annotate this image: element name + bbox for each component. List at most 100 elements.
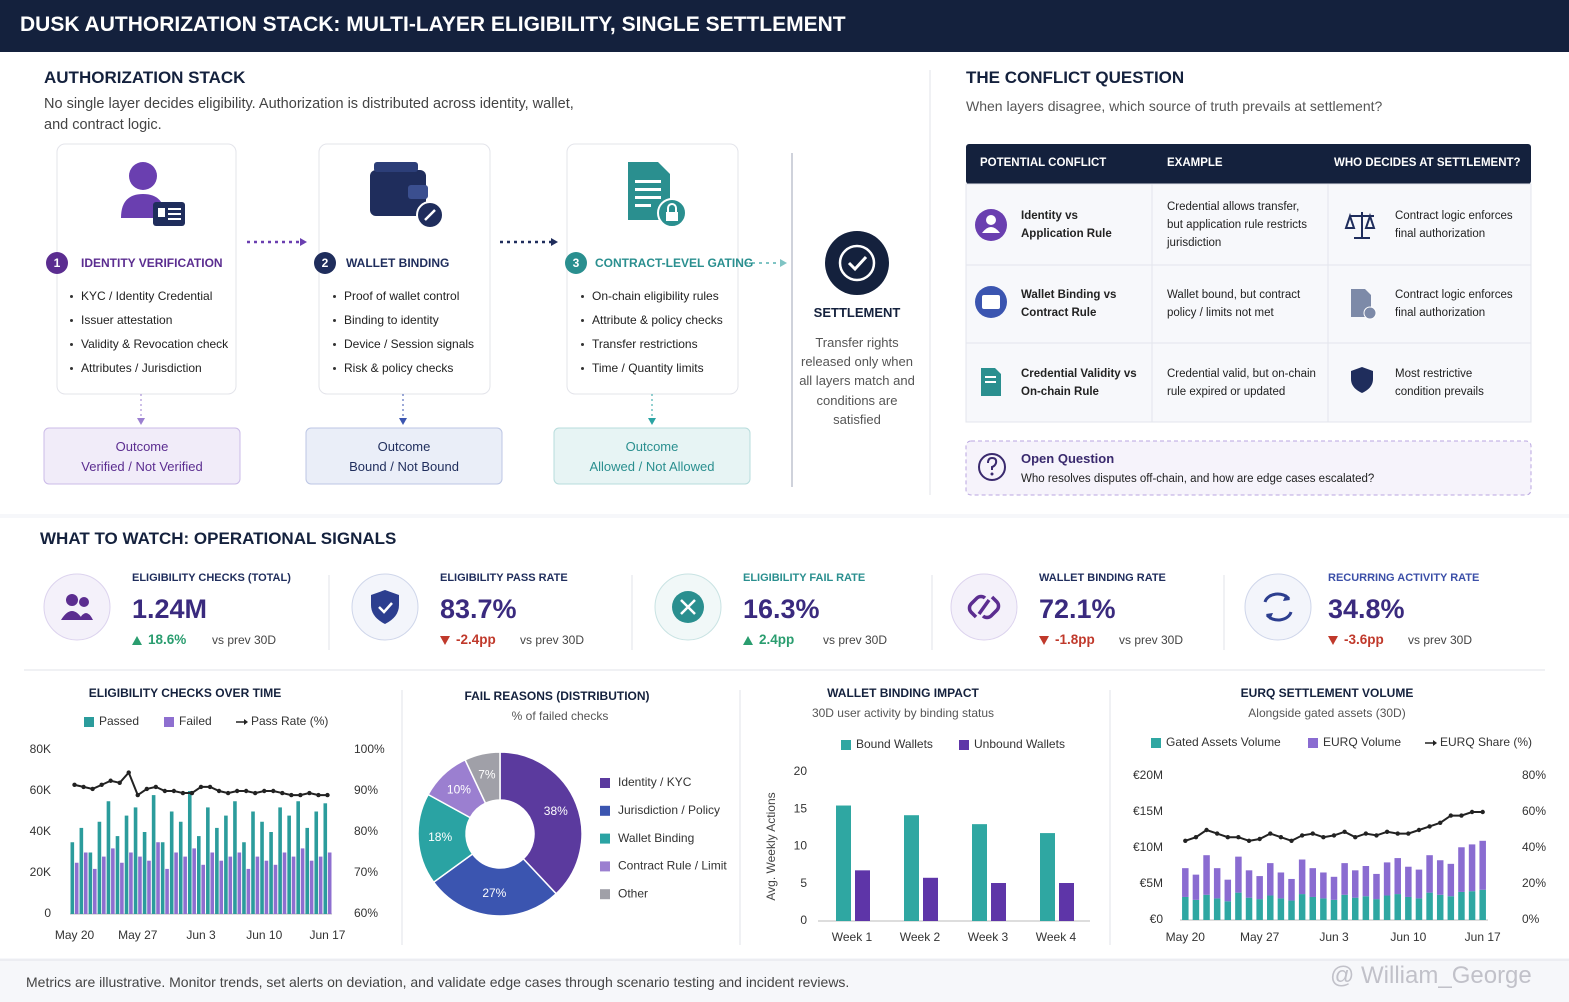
point <box>108 778 113 783</box>
step-item: Device / Session signals <box>333 337 474 351</box>
bar <box>291 856 296 914</box>
row-icon <box>985 376 996 378</box>
bar <box>1479 840 1486 890</box>
outcome: Allowed / Not Allowed <box>589 459 715 474</box>
question-icon <box>990 472 994 476</box>
bar <box>278 807 282 914</box>
bar <box>183 856 187 914</box>
point <box>1353 835 1358 840</box>
pie-slice <box>464 751 501 805</box>
point <box>225 790 231 796</box>
kpi-icon <box>950 573 1018 641</box>
x-tick-label: Week 4 <box>1036 930 1077 944</box>
point <box>325 792 330 798</box>
step-item: On-chain eligibility rules <box>581 289 719 303</box>
bar <box>255 856 260 914</box>
bar <box>97 821 102 914</box>
bar <box>1383 862 1391 896</box>
bar <box>1351 870 1359 898</box>
point <box>298 792 303 798</box>
point <box>1363 831 1369 836</box>
point <box>316 792 321 798</box>
bar <box>1224 901 1232 920</box>
bar <box>1341 863 1348 895</box>
section-title: THE CONFLICT QUESTION <box>966 68 1185 87</box>
point <box>1257 836 1262 842</box>
slice-label: 7% <box>478 768 496 782</box>
bar <box>1309 896 1317 920</box>
point <box>280 790 285 796</box>
bar <box>1256 876 1263 900</box>
bar <box>1436 860 1444 895</box>
legend-label: Contract Rule / Limit <box>618 859 727 873</box>
bar <box>1277 872 1285 899</box>
bar <box>1362 896 1370 920</box>
kpi-delta: -3.6pp <box>1344 632 1384 647</box>
pie-slice <box>432 852 558 917</box>
y2-tick-label: 20% <box>1522 876 1546 890</box>
point <box>271 788 276 794</box>
point <box>234 788 240 794</box>
bar <box>206 807 210 914</box>
x-tick-label: Jun 17 <box>1465 930 1501 944</box>
point <box>72 782 77 788</box>
kpi-compare: vs prev 30D <box>1408 633 1473 647</box>
point <box>1384 829 1390 834</box>
slice-label: 10% <box>447 782 471 796</box>
shield-icon <box>1351 367 1373 393</box>
point <box>1374 833 1379 838</box>
bar <box>269 832 273 914</box>
point <box>1289 838 1294 843</box>
point <box>153 784 159 790</box>
bar <box>1447 896 1455 920</box>
row-icon <box>982 295 1000 309</box>
bar <box>1235 892 1242 920</box>
kpi-value: 16.3% <box>743 594 820 624</box>
bar <box>237 852 242 914</box>
bar <box>1224 879 1232 902</box>
table-cell: Wallet Binding vs Contract Rule <box>1021 289 1117 319</box>
point <box>1299 833 1305 838</box>
step-item: Binding to identity <box>333 313 439 327</box>
step-badge <box>314 252 336 274</box>
bar <box>1277 898 1285 920</box>
bar <box>219 860 224 914</box>
point <box>1469 809 1475 815</box>
kpi-icon <box>43 573 111 641</box>
kpi-value: 72.1% <box>1039 594 1116 624</box>
bar <box>1288 878 1295 901</box>
arrow-head <box>780 259 787 267</box>
legend-label: Failed <box>179 714 212 728</box>
bar <box>215 827 219 914</box>
bar <box>1394 858 1401 895</box>
bar <box>1203 855 1210 895</box>
bar <box>1192 874 1200 900</box>
bar <box>1458 847 1465 892</box>
bar <box>79 827 84 914</box>
bar <box>228 856 233 914</box>
step-title: WALLET BINDING <box>346 256 450 270</box>
y-tick-label: 40K <box>30 824 51 838</box>
bar <box>1362 866 1370 897</box>
point <box>126 770 131 775</box>
legend-label: Bound Wallets <box>856 737 933 751</box>
y-tick-label: €0 <box>1150 912 1164 926</box>
x-tick-label: May 27 <box>1240 930 1280 944</box>
legend-swatch <box>1308 738 1318 748</box>
bar <box>1405 866 1412 897</box>
point <box>243 788 249 794</box>
legend-swatch <box>841 740 851 750</box>
bar <box>142 832 147 914</box>
arrow-head <box>648 418 656 425</box>
bar <box>124 815 129 914</box>
y2-tick-label: 40% <box>1522 840 1546 854</box>
bar <box>287 815 291 914</box>
legend-label: EURQ Volume <box>1323 735 1401 749</box>
kpi-compare: vs prev 30D <box>520 633 585 647</box>
bar <box>1192 899 1200 920</box>
bar <box>1394 894 1401 920</box>
bar <box>314 811 319 914</box>
point <box>262 788 267 794</box>
bar <box>327 852 332 914</box>
bar <box>1468 844 1476 892</box>
